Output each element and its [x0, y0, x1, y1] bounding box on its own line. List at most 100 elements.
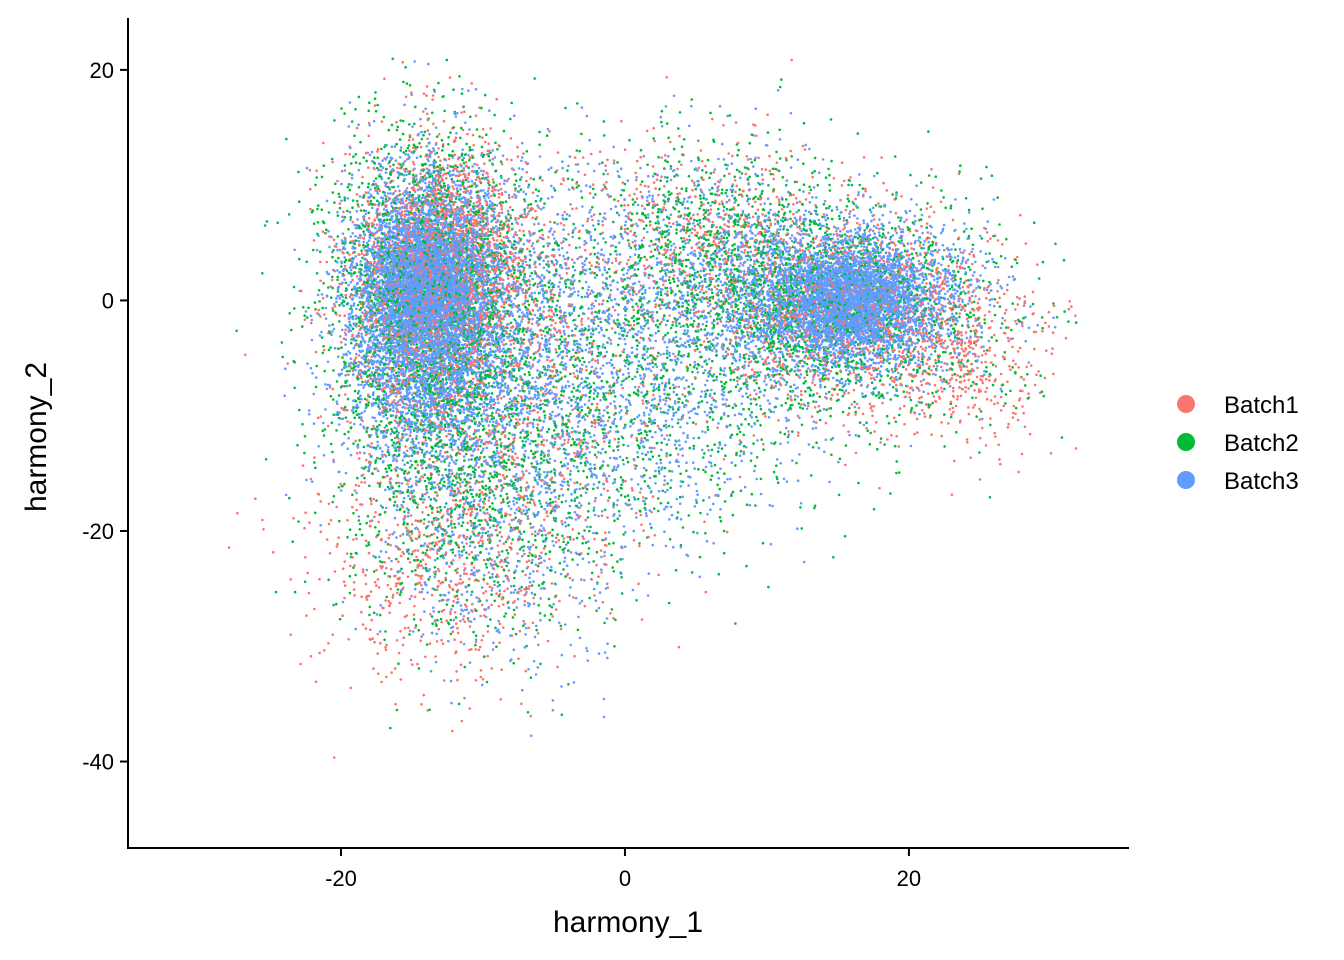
data-point-batch2	[911, 253, 914, 256]
data-point-batch3	[603, 716, 606, 719]
data-point-batch1	[521, 512, 524, 515]
data-point-batch2	[588, 502, 591, 505]
data-point-batch1	[603, 488, 606, 491]
data-point-batch3	[941, 317, 944, 320]
data-point-batch3	[695, 499, 698, 502]
data-point-batch2	[399, 119, 402, 122]
data-point-batch1	[639, 191, 642, 194]
data-point-batch1	[676, 168, 679, 171]
data-point-batch3	[536, 286, 539, 289]
data-point-batch3	[686, 436, 689, 439]
data-point-batch3	[676, 498, 679, 501]
data-point-batch3	[548, 339, 551, 342]
data-point-batch2	[576, 377, 579, 380]
data-point-batch3	[380, 550, 383, 553]
data-point-batch2	[526, 150, 529, 153]
data-point-batch2	[367, 515, 370, 518]
data-point-batch2	[593, 509, 596, 512]
data-point-batch3	[675, 363, 678, 366]
data-point-batch1	[950, 413, 953, 416]
data-point-batch2	[620, 494, 623, 497]
data-point-batch3	[671, 426, 674, 429]
data-point-batch3	[687, 241, 690, 244]
data-point-batch2	[581, 287, 584, 290]
data-point-batch1	[508, 523, 511, 526]
data-point-batch2	[347, 186, 350, 189]
data-point-batch2	[331, 276, 334, 279]
data-point-batch2	[620, 228, 623, 231]
data-point-batch3	[756, 439, 759, 442]
data-point-batch1	[344, 584, 347, 587]
data-point-batch1	[377, 578, 380, 581]
data-point-batch3	[384, 541, 387, 544]
data-point-batch2	[314, 467, 317, 470]
data-point-batch3	[670, 168, 673, 171]
data-point-batch3	[560, 361, 563, 364]
data-point-batch3	[403, 104, 406, 107]
data-point-batch2	[489, 472, 492, 475]
data-point-batch2	[944, 207, 947, 210]
data-point-batch2	[660, 291, 663, 294]
data-point-batch3	[701, 390, 704, 393]
data-point-batch3	[508, 424, 511, 427]
data-point-batch3	[664, 269, 667, 272]
data-point-batch1	[387, 584, 390, 587]
data-point-batch3	[635, 176, 638, 179]
data-point-batch3	[640, 391, 643, 394]
data-point-batch2	[520, 546, 523, 549]
data-point-batch1	[543, 224, 546, 227]
data-point-batch3	[722, 210, 725, 213]
data-point-batch3	[808, 148, 811, 151]
data-point-batch2	[963, 282, 966, 285]
data-point-batch2	[580, 133, 583, 136]
data-point-batch3	[526, 515, 529, 518]
data-point-batch3	[873, 175, 876, 178]
data-point-batch3	[459, 575, 462, 578]
data-point-batch3	[391, 240, 394, 243]
data-point-batch1	[597, 362, 600, 365]
data-point-batch2	[1032, 303, 1035, 306]
data-point-batch3	[728, 248, 731, 251]
data-point-batch1	[666, 290, 669, 293]
data-point-batch3	[525, 489, 528, 492]
data-point-batch2	[594, 193, 597, 196]
data-point-batch2	[338, 196, 341, 199]
data-point-batch3	[988, 340, 991, 343]
data-point-batch3	[732, 320, 735, 323]
data-point-batch3	[739, 301, 742, 304]
data-point-batch3	[407, 511, 410, 514]
data-point-batch2	[875, 395, 878, 398]
data-point-batch3	[501, 349, 504, 352]
data-point-batch2	[887, 374, 890, 377]
data-point-batch3	[785, 427, 788, 430]
data-point-batch2	[777, 337, 780, 340]
data-point-batch1	[503, 590, 506, 593]
data-point-batch2	[750, 459, 753, 462]
data-point-batch2	[395, 558, 398, 561]
data-point-batch1	[452, 188, 455, 191]
data-point-batch1	[581, 323, 584, 326]
data-point-batch1	[1030, 364, 1033, 367]
data-point-batch2	[485, 133, 488, 136]
data-point-batch3	[539, 597, 542, 600]
data-point-batch2	[527, 541, 530, 544]
data-point-batch1	[739, 476, 742, 479]
data-point-batch3	[358, 296, 361, 299]
data-point-batch2	[608, 268, 611, 271]
data-point-batch3	[821, 256, 824, 259]
data-point-batch1	[653, 140, 656, 143]
data-point-batch3	[1000, 327, 1003, 330]
data-point-batch1	[585, 457, 588, 460]
data-point-batch2	[761, 264, 764, 267]
data-point-batch2	[782, 217, 785, 220]
data-point-batch2	[666, 122, 669, 125]
data-point-batch3	[360, 260, 363, 263]
data-point-batch1	[764, 415, 767, 418]
data-point-batch1	[370, 619, 373, 622]
data-point-batch2	[706, 445, 709, 448]
data-point-batch1	[1050, 352, 1053, 355]
data-point-batch3	[320, 331, 323, 334]
data-point-batch3	[617, 313, 620, 316]
data-point-batch3	[652, 366, 655, 369]
data-point-batch1	[460, 664, 463, 667]
